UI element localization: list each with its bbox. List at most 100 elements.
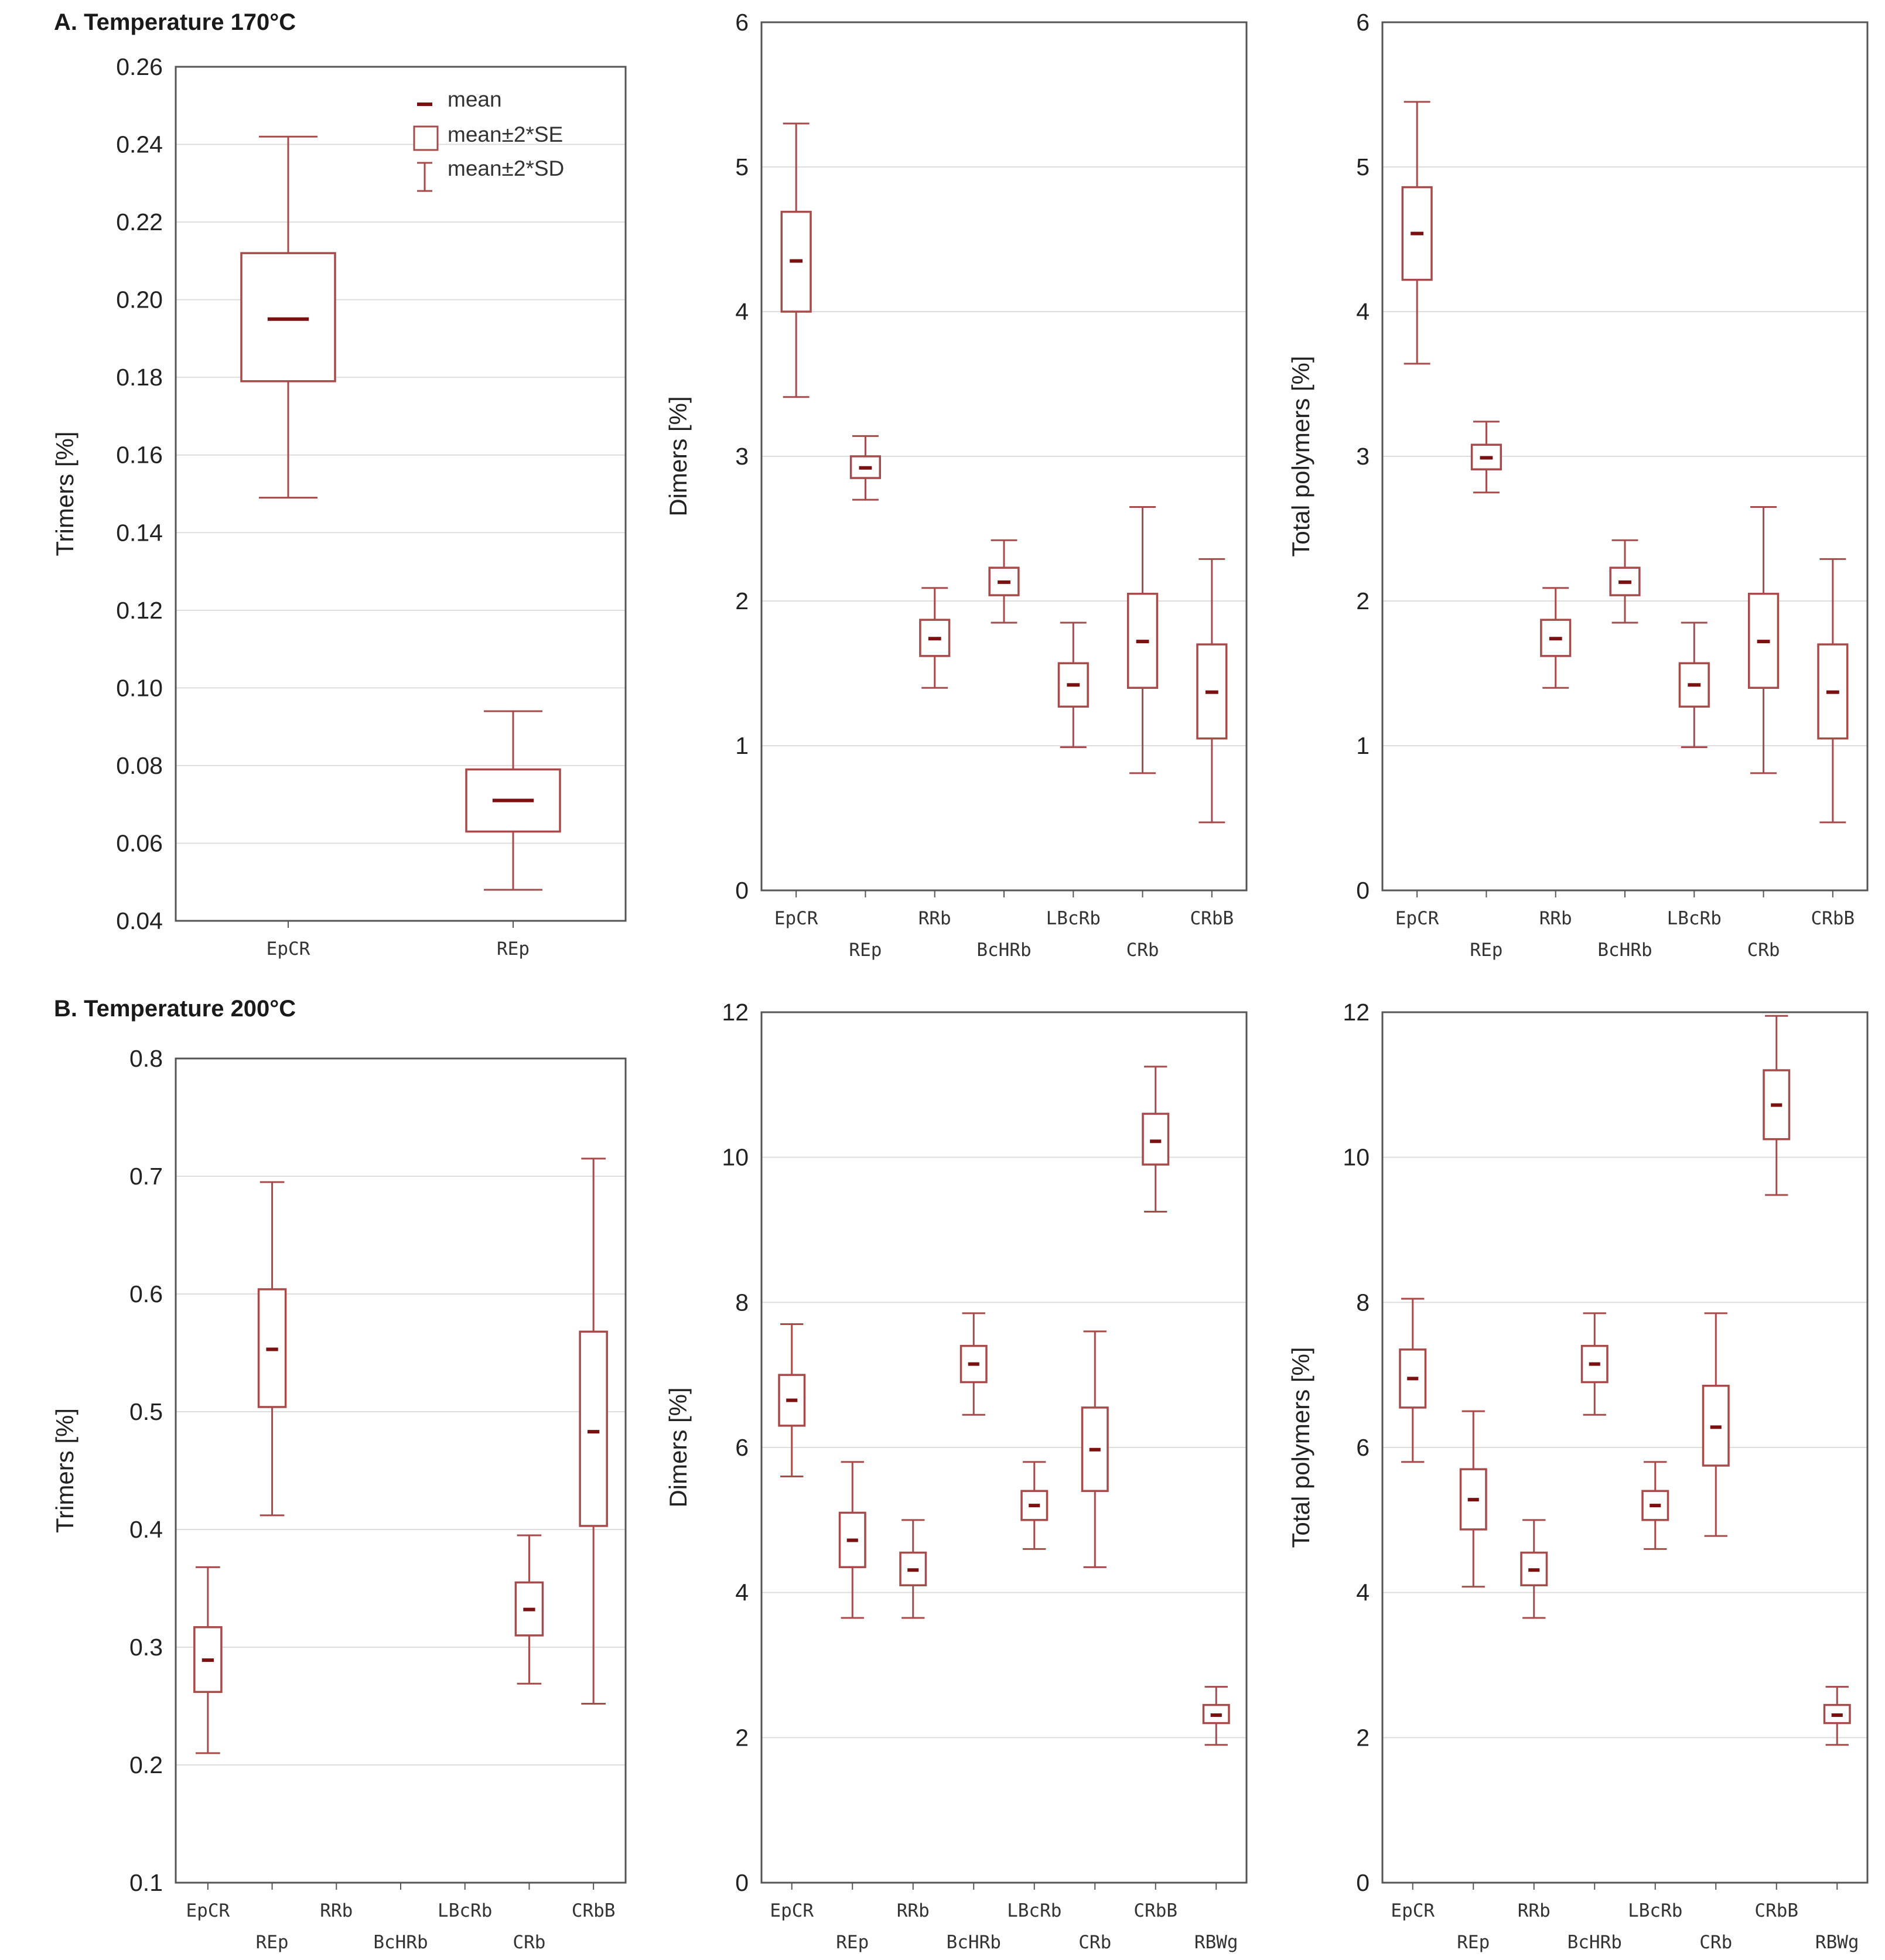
x-category-label: CRbB — [1190, 908, 1234, 929]
plot-frame — [1381, 1011, 1869, 1884]
x-category-label: EpCR — [186, 1900, 230, 1921]
legend-se-label: mean±2*SE — [448, 122, 563, 146]
y-tick-label: 12 — [1343, 999, 1370, 1026]
x-category-label: CRbB — [1133, 1900, 1177, 1921]
legend-se-symbol — [413, 125, 439, 151]
x-category-label: REp — [849, 940, 882, 961]
se-box — [240, 252, 336, 383]
x-category-label: REp — [1457, 1932, 1490, 1953]
y-tick-label: 8 — [735, 1289, 749, 1316]
y-tick-label: 2 — [1356, 588, 1370, 614]
y-axis-title: Total polymers [%] — [1287, 356, 1314, 556]
x-category-label: EpCR — [770, 1900, 814, 1921]
y-tick-label: 0 — [1356, 1869, 1370, 1896]
y-tick-label: 4 — [735, 1579, 749, 1606]
y-tick-label: 1 — [735, 732, 749, 759]
y-tick-label: 0.10 — [116, 674, 163, 701]
x-category-label: EpCR — [1391, 1900, 1435, 1921]
y-axis-title: Dimers [%] — [664, 1387, 692, 1507]
y-tick-label: 0.12 — [116, 597, 163, 624]
y-tick-label: 4 — [735, 298, 749, 325]
se-box — [579, 1330, 608, 1527]
y-tick-label: 0.08 — [116, 752, 163, 779]
chart-a-dimers: 0 1 2 3 4 5 6 EpCR REp RRb BcHRb LBcRb CRb CRbB Dimers… — [664, 9, 1248, 961]
y-tick-label: 0.16 — [116, 442, 163, 469]
y-tick-label: 4 — [1356, 1579, 1370, 1606]
x-category-label: BcHRb — [1597, 940, 1652, 961]
y-tick-label: 5 — [1356, 153, 1370, 180]
y-tick-label: 6 — [1356, 9, 1370, 36]
se-box — [1057, 662, 1089, 708]
plot-frame — [760, 1011, 1248, 1884]
se-box — [1401, 186, 1433, 281]
x-category-label: RRb — [1539, 908, 1572, 929]
se-box — [849, 455, 882, 479]
legend-mean-label: mean — [448, 87, 502, 111]
chart-a-trimers: 0.04 0.06 0.08 0.10 0.12 0.14 0.16 0.18 0.20 0.22… — [51, 53, 627, 959]
se-box — [1142, 1112, 1170, 1166]
x-category-label: BcHRb — [373, 1932, 428, 1953]
section-b-title: B. Temperature 200°C — [54, 996, 296, 1022]
x-category-label: CRb — [1699, 1932, 1732, 1953]
x-category-label: CRbB — [1754, 1900, 1798, 1921]
x-category-label: EpCR — [1395, 908, 1439, 929]
y-tick-label: 0.3 — [129, 1634, 163, 1661]
x-category-label: BcHRb — [1568, 1932, 1622, 1953]
y-tick-label: 10 — [722, 1144, 749, 1171]
x-category-label: LBcRb — [1046, 908, 1101, 929]
y-tick-label: 2 — [1356, 1724, 1370, 1751]
y-tick-label: 0.22 — [116, 209, 163, 235]
legend-sd-label: mean±2*SD — [448, 156, 564, 180]
y-tick-label: 6 — [1356, 1434, 1370, 1461]
y-tick-label: 0.5 — [129, 1398, 163, 1425]
x-category-label: REp — [256, 1932, 289, 1953]
y-tick-label: 5 — [735, 153, 749, 180]
x-category-label: CRb — [513, 1932, 545, 1953]
y-axis-title: Total polymers [%] — [1287, 1347, 1314, 1548]
plot-frame — [175, 66, 627, 922]
y-axis-title: Trimers [%] — [51, 1408, 78, 1533]
chart-b-total-polymers: 0 2 4 6 8 10 12 EpCR REp RRb BcHRb LBcRb CRb CRbB RBWg… — [1287, 999, 1869, 1953]
y-tick-label: 4 — [1356, 298, 1370, 325]
y-tick-label: 0.26 — [116, 53, 163, 80]
x-category-label: LBcRb — [1628, 1900, 1682, 1921]
se-box — [514, 1581, 544, 1637]
y-tick-label: 2 — [735, 1724, 749, 1751]
x-category-label: CRb — [1078, 1932, 1111, 1953]
chart-b-trimers: 0.1 0.2 0.3 0.4 0.5 0.6 0.7 0.8 EpCR REp RRb BcHRb L… — [51, 1045, 627, 1953]
x-category-label: RBWg — [1815, 1932, 1859, 1953]
x-category-label: CRb — [1126, 940, 1159, 961]
chart-b-dimers: 0 2 4 6 8 10 12 EpCR REp RRb BcHRb LBcRb CRb CRbB RBWg… — [664, 999, 1248, 1953]
y-tick-label: 6 — [735, 9, 749, 36]
y-tick-label: 10 — [1343, 1144, 1370, 1171]
y-tick-label: 0 — [735, 877, 749, 904]
x-category-label: REp — [836, 1932, 869, 1953]
se-box — [1702, 1384, 1730, 1467]
x-category-label: REp — [497, 938, 530, 959]
x-category-label: EpCR — [267, 938, 310, 959]
x-category-label: RRb — [1518, 1900, 1551, 1921]
chart-a-total-polymers: 0 1 2 3 4 5 6 EpCR REp RRb BcHRb LBcRb CRb CRbB Total … — [1287, 9, 1869, 961]
x-category-label: CRbB — [572, 1900, 616, 1921]
y-tick-label: 0.7 — [129, 1163, 163, 1190]
y-tick-label: 0 — [735, 1869, 749, 1896]
y-tick-label: 0 — [1356, 877, 1370, 904]
x-category-label: RRb — [320, 1900, 353, 1921]
y-tick-label: 0.8 — [129, 1045, 163, 1072]
y-tick-label: 6 — [735, 1434, 749, 1461]
x-category-label: LBcRb — [1007, 1900, 1061, 1921]
se-box — [1470, 443, 1502, 470]
y-tick-label: 0.06 — [116, 829, 163, 856]
y-tick-label: 0.04 — [116, 907, 163, 934]
y-tick-label: 0.4 — [129, 1516, 163, 1543]
y-tick-label: 1 — [1356, 732, 1370, 759]
y-tick-label: 3 — [735, 443, 749, 470]
y-axis-title: Dimers [%] — [664, 396, 692, 516]
section-a-title: A. Temperature 170°C — [54, 9, 296, 35]
x-category-label: CRbB — [1811, 908, 1855, 929]
y-tick-label: 0.6 — [129, 1281, 163, 1307]
x-category-label: LBcRb — [1667, 908, 1722, 929]
plot-frame — [175, 1057, 627, 1884]
x-category-label: BcHRb — [947, 1932, 1001, 1953]
